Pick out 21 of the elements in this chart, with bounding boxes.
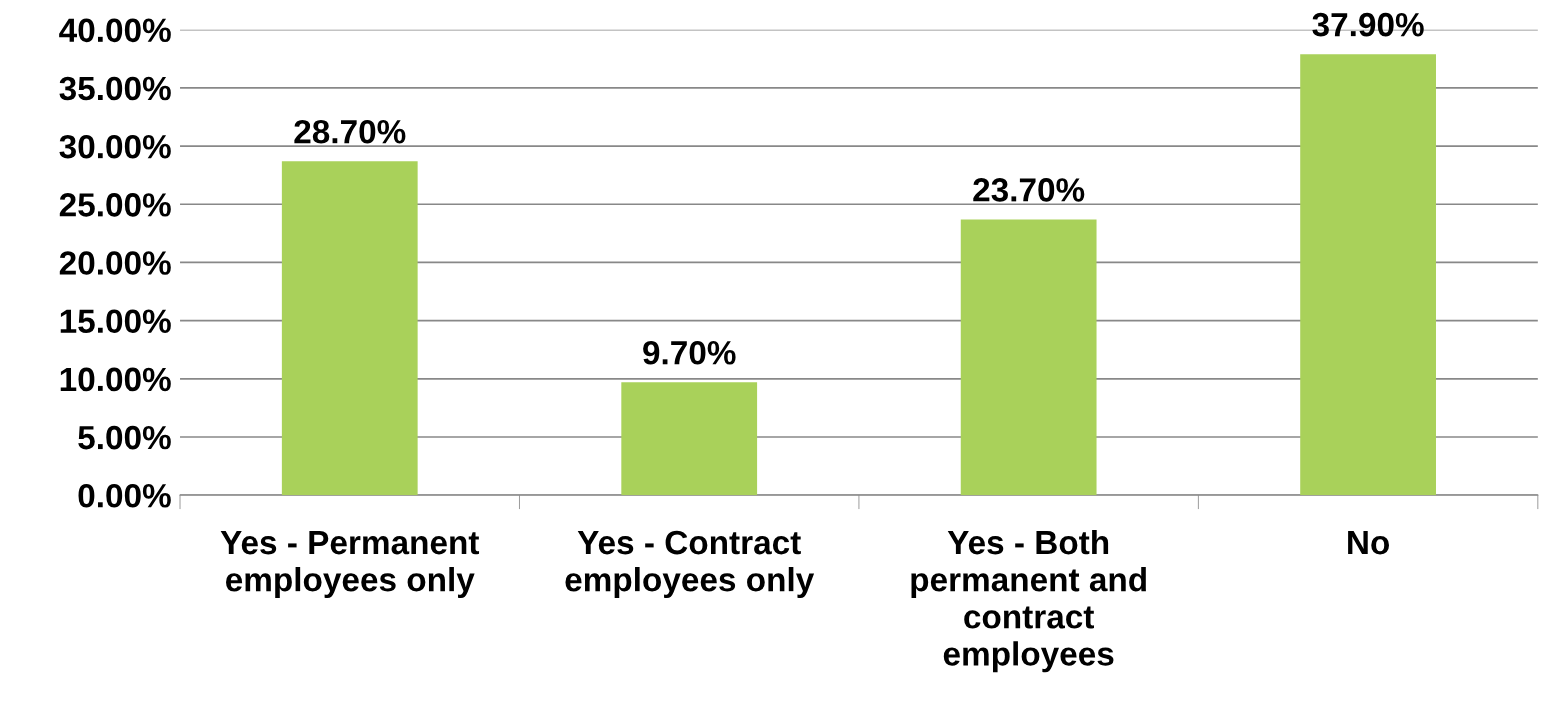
y-tick-label: 20.00%: [59, 251, 171, 275]
data-label: 28.70%: [294, 119, 406, 144]
y-tick-label: 15.00%: [60, 309, 171, 334]
y-tick-label: 10.00%: [60, 367, 171, 392]
y-tick-label: 40.00%: [59, 18, 171, 43]
data-label: 9.70%: [643, 341, 736, 365]
x-tick-label: No: [1348, 531, 1390, 555]
data-label: 23.70%: [973, 178, 1085, 202]
x-tick-label: Yes - Permanent employees only: [220, 531, 480, 599]
x-tick-label: Yes - Contract employees only: [565, 530, 815, 599]
bar: [960, 219, 1097, 496]
y-tick-label: 35.00%: [59, 76, 171, 101]
bar: [621, 382, 758, 496]
bar: [281, 161, 418, 496]
bar: [1300, 54, 1436, 496]
x-tick-label: Yes - Both permanent and contract employees: [911, 529, 1146, 673]
y-tick-label: 5.00%: [78, 425, 171, 450]
data-label: 37.90%: [1312, 12, 1424, 37]
y-tick-label: 0.00%: [78, 483, 171, 508]
y-tick-label: 30.00%: [59, 134, 171, 159]
y-tick-label: 25.00%: [59, 193, 171, 217]
